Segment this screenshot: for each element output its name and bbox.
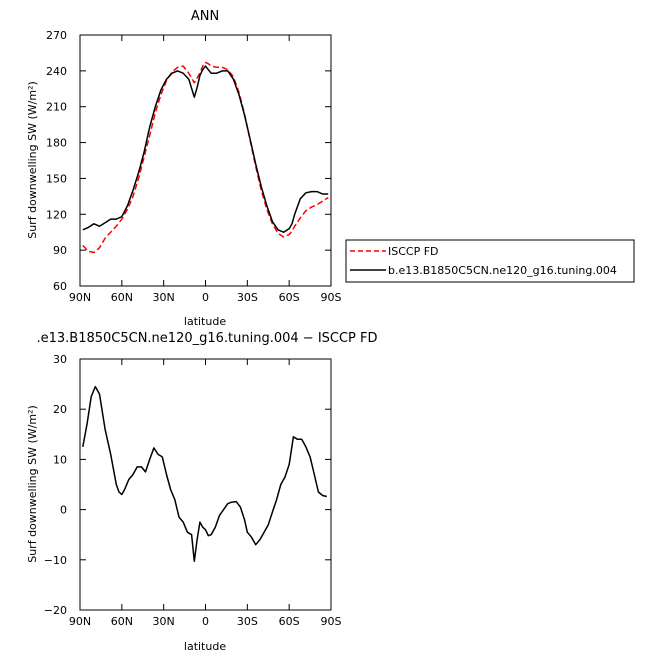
top-x-tick-label: 90S bbox=[321, 291, 342, 304]
top-y-tick-label: 150 bbox=[46, 172, 67, 185]
top-series-group bbox=[82, 61, 329, 254]
top-series-line-0 bbox=[82, 61, 329, 254]
top-y-tick-label: 120 bbox=[46, 208, 67, 221]
legend-box bbox=[345, 239, 635, 283]
bottom-chart-title: .e13.B1850C5CN.ne120_g16.tuning.004 − IS… bbox=[36, 331, 377, 346]
bottom-x-tick-label: 60S bbox=[279, 615, 300, 628]
top-plot-frame bbox=[79, 34, 332, 287]
top-y-tick-label: 90 bbox=[53, 244, 67, 257]
top-panel: ANN 90N 60N 30N 0 30S 60S 90S 60 90 120 150 180 210 2… bbox=[26, 9, 342, 328]
bottom-x-tick-label: 30S bbox=[237, 615, 258, 628]
top-x-axis-label: latitude bbox=[184, 315, 226, 328]
top-x-tick-label: 60S bbox=[279, 291, 300, 304]
bottom-axis-ticks: 90N 60N 30N 0 30S 60S 90S −20 −10 0 10 20 30 bbox=[44, 353, 342, 628]
bottom-x-tick-label: 60N bbox=[111, 615, 133, 628]
top-series-line-1 bbox=[82, 65, 329, 233]
bottom-panel: .e13.B1850C5CN.ne120_g16.tuning.004 − IS… bbox=[26, 331, 378, 653]
top-x-tick-label: 30S bbox=[237, 291, 258, 304]
bottom-y-tick-label: 10 bbox=[53, 453, 67, 466]
bottom-plot-frame bbox=[79, 358, 332, 611]
bottom-x-tick-label: 90N bbox=[69, 615, 91, 628]
bottom-y-tick-label: 20 bbox=[53, 403, 67, 416]
top-x-tick-label: 90N bbox=[69, 291, 91, 304]
legend: ISCCP FD b.e13.B1850C5CN.ne120_g16.tunin… bbox=[345, 239, 635, 283]
top-y-tick-label: 270 bbox=[46, 29, 67, 42]
top-x-tick-label: 0 bbox=[202, 291, 209, 304]
top-x-tick-label: 30N bbox=[153, 291, 175, 304]
top-y-tick-label: 60 bbox=[53, 280, 67, 293]
bottom-x-tick-label: 90S bbox=[321, 615, 342, 628]
top-chart-title: ANN bbox=[191, 9, 219, 24]
bottom-x-tick-label: 30N bbox=[153, 615, 175, 628]
top-y-tick-label: 180 bbox=[46, 137, 67, 150]
bottom-y-tick-label: 30 bbox=[53, 353, 67, 366]
top-axis-ticks: 90N 60N 30N 0 30S 60S 90S 60 90 120 150 180 210 240 27… bbox=[46, 29, 342, 304]
bottom-series-line-0 bbox=[82, 385, 327, 563]
top-y-tick-label: 240 bbox=[46, 65, 67, 78]
top-y-axis-label: Surf downwelling SW (W/m²) bbox=[26, 81, 39, 239]
legend-label-isccp: ISCCP FD bbox=[388, 245, 439, 258]
top-x-tick-label: 60N bbox=[111, 291, 133, 304]
bottom-y-axis-label: Surf downwelling SW (W/m²) bbox=[26, 405, 39, 563]
bottom-series-group bbox=[82, 385, 327, 563]
bottom-x-axis-label: latitude bbox=[184, 640, 226, 653]
bottom-y-tick-label: 0 bbox=[60, 504, 67, 517]
bottom-y-tick-label: −10 bbox=[44, 554, 67, 567]
legend-label-model: b.e13.B1850C5CN.ne120_g16.tuning.004 bbox=[388, 264, 617, 277]
bottom-y-tick-label: −20 bbox=[44, 604, 67, 617]
top-y-tick-label: 210 bbox=[46, 101, 67, 114]
bottom-x-tick-label: 0 bbox=[202, 615, 209, 628]
